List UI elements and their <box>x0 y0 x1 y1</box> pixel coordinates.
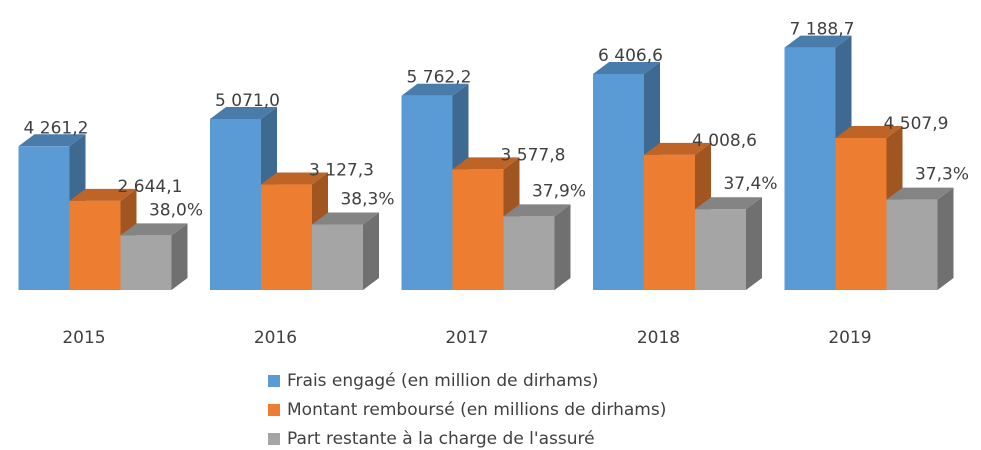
bar-top <box>695 197 762 210</box>
x-tick-label: 2017 <box>445 328 488 348</box>
bar-top <box>18 134 86 147</box>
bar <box>503 216 555 290</box>
data-label: 38,3% <box>340 190 394 210</box>
legend-label: Montant remboursé (en millions de dirham… <box>287 400 666 420</box>
bar <box>18 146 70 290</box>
bar-top <box>401 83 469 96</box>
bar-top <box>593 61 660 74</box>
legend-label: Part restante à la charge de l'assuré <box>287 429 595 449</box>
bar-top <box>120 223 188 236</box>
legend-swatch <box>268 404 280 416</box>
bar-side <box>554 204 571 290</box>
data-label: 5 071,0 <box>215 91 280 111</box>
bar <box>695 209 746 290</box>
bar-top <box>452 157 520 170</box>
data-label: 2 644,1 <box>118 177 183 197</box>
bar-side <box>363 212 379 290</box>
bar-side <box>937 187 954 290</box>
data-label: 4 008,6 <box>692 131 757 151</box>
data-label: 37,9% <box>532 181 586 201</box>
data-label: 7 188,7 <box>790 20 855 40</box>
data-label: 4 261,2 <box>24 118 89 138</box>
bar-top <box>644 142 711 155</box>
bar-top <box>784 35 852 48</box>
bar <box>784 47 836 290</box>
data-label: 4 507,9 <box>884 114 949 134</box>
bar-side <box>746 197 762 290</box>
bar <box>644 154 695 290</box>
bar-top <box>261 172 328 185</box>
x-tick-label: 2015 <box>62 328 105 348</box>
data-label: 38,0% <box>149 200 203 220</box>
legend-swatch <box>268 375 280 387</box>
legend-label: Frais engagé (en million de dirhams) <box>287 371 598 391</box>
x-tick-label: 2019 <box>828 328 871 348</box>
x-tick-label: 2016 <box>254 328 297 348</box>
bar-top <box>886 187 954 200</box>
bar-side <box>171 223 188 290</box>
legend-swatch <box>268 433 280 445</box>
data-label: 3 127,3 <box>309 161 374 181</box>
bar <box>886 199 938 290</box>
bar-top <box>503 204 571 217</box>
bar <box>120 235 172 290</box>
data-label: 37,3% <box>915 165 969 185</box>
bar <box>210 119 261 290</box>
data-label: 37,4% <box>723 174 777 194</box>
bar <box>261 184 312 290</box>
bar <box>593 73 644 290</box>
data-label: 5 762,2 <box>407 68 472 88</box>
bar <box>401 95 453 290</box>
x-tick-label: 2018 <box>637 328 680 348</box>
bar <box>835 137 887 290</box>
bar <box>452 169 504 290</box>
bar-top <box>210 107 277 120</box>
data-label: 6 406,6 <box>598 46 663 66</box>
bar <box>69 200 121 290</box>
bar <box>312 224 363 290</box>
bar-top <box>69 188 137 201</box>
bar-top <box>312 212 379 225</box>
bar-top <box>835 125 903 138</box>
data-label: 3 577,8 <box>501 145 566 165</box>
